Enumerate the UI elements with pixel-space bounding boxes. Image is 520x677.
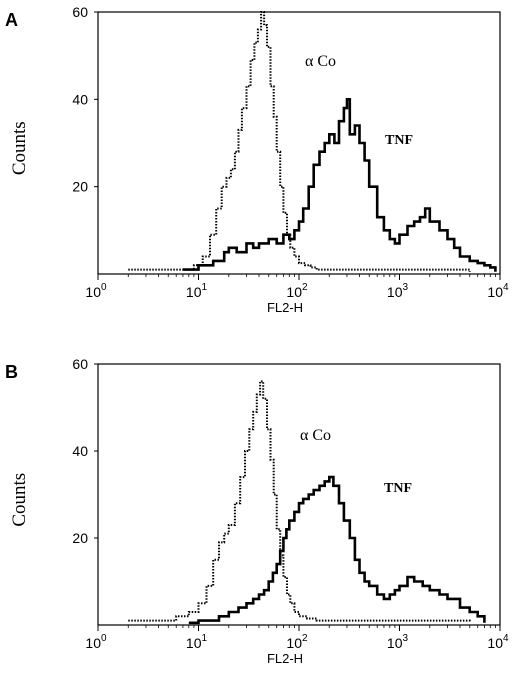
panel-letter: A bbox=[5, 10, 18, 30]
x-tick-label: 100 bbox=[85, 633, 107, 651]
y-tick-label: 20 bbox=[72, 530, 88, 546]
x-tick-label: 102 bbox=[286, 282, 308, 300]
y-tick-label: 40 bbox=[72, 443, 88, 459]
x-tick-label: 101 bbox=[186, 282, 208, 300]
plot-frame bbox=[97, 11, 501, 275]
annotation-control: α Co bbox=[300, 427, 331, 444]
annotation-control: α Co bbox=[305, 53, 336, 70]
series-control-line bbox=[128, 11, 471, 272]
x-tick-label: 104 bbox=[487, 633, 509, 651]
plot-frame bbox=[97, 363, 501, 626]
x-tick-label: 100 bbox=[85, 282, 107, 300]
panel-letter: B bbox=[5, 362, 18, 382]
y-axis-label: Counts bbox=[9, 121, 30, 175]
y-tick-label: 40 bbox=[72, 91, 88, 107]
x-tick-label: 103 bbox=[387, 633, 409, 651]
x-axis-label: FL2-H bbox=[267, 651, 303, 666]
x-tick-label: 102 bbox=[286, 633, 308, 651]
y-tick-label: 60 bbox=[72, 356, 88, 372]
annotation-tnf: TNF bbox=[385, 133, 413, 148]
y-axis-label: Counts bbox=[9, 473, 30, 527]
annotation-tnf: TNF bbox=[384, 481, 412, 496]
y-tick-label: 20 bbox=[72, 179, 88, 195]
series-tnf-line bbox=[188, 475, 486, 625]
x-axis-label: FL2-H bbox=[267, 300, 303, 315]
x-tick-label: 103 bbox=[387, 282, 409, 300]
x-tick-label: 101 bbox=[186, 633, 208, 651]
series-tnf-line bbox=[182, 98, 497, 272]
panel-a: A 60 40 20 100 101 102 103 104 FL2-H Counts α Co TNF bbox=[5, 4, 509, 315]
x-tick-label: 104 bbox=[487, 282, 509, 300]
y-tick-label: 60 bbox=[72, 4, 88, 20]
panel-b: B 60 40 20 100 101 102 103 104 FL2-H Counts α Co TNF bbox=[5, 356, 509, 666]
